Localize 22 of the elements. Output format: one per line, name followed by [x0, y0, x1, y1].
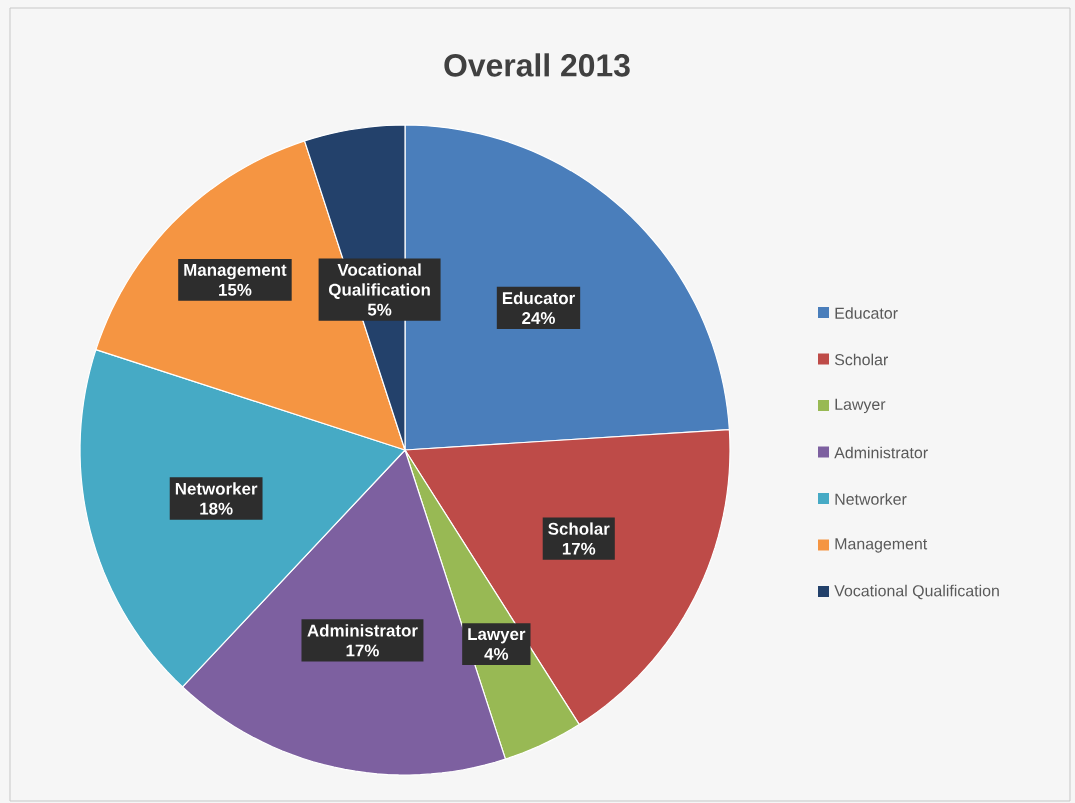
data-label: 17% — [346, 644, 379, 657]
legend-label: Lawyer — [835, 398, 886, 414]
slice-label: Management — [184, 264, 287, 280]
legend-label: Management — [835, 538, 928, 553]
legend-label: Networker — [835, 493, 907, 505]
legend-label: Administrator — [834, 446, 928, 459]
data-label: 4% — [484, 648, 509, 660]
slice-label: Networker — [175, 482, 258, 495]
data-label: 5% — [367, 303, 392, 316]
slice-label: Vocational Qualification — [328, 263, 430, 299]
data-label: 24% — [522, 312, 555, 325]
data-label: 18% — [200, 502, 233, 515]
legend-label: Scholar — [834, 353, 888, 366]
slice-label: Administrator — [307, 624, 418, 637]
slice-label: Lawyer — [468, 628, 526, 644]
legend-label: Educator — [835, 307, 898, 319]
slice-label: Scholar — [548, 522, 610, 535]
chart-title: Overall 2013 — [444, 53, 630, 77]
slice-label: Educator — [502, 291, 575, 305]
legend-label: Vocational Qualification — [834, 584, 999, 600]
data-label: 17% — [562, 542, 596, 555]
data-label: 15% — [219, 283, 252, 296]
